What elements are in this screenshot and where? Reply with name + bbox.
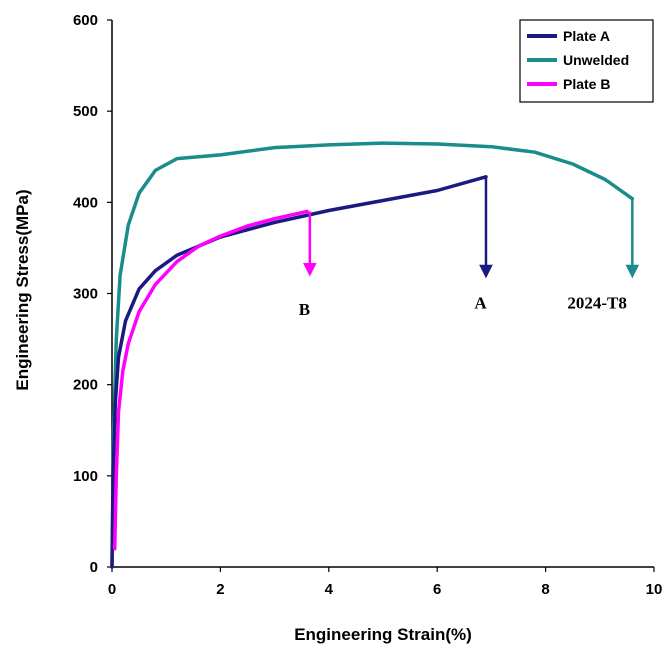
x-tick-label: 2 [216, 581, 224, 598]
series-line-plate-a [110, 175, 488, 569]
annotations: B A 2024-T8 [299, 294, 627, 319]
x-tick-label: 0 [108, 581, 116, 598]
y-tick-label: 300 [73, 286, 98, 303]
y-tick-label: 0 [90, 559, 98, 576]
x-axis-title: Engineering Strain(%) [294, 625, 472, 644]
fracture-arrow-plate-a [479, 176, 493, 279]
y-tick-label: 500 [73, 103, 98, 120]
annotation-label: 2024-T8 [567, 294, 627, 313]
x-tick-label: 4 [325, 581, 334, 598]
legend-label: Unwelded [563, 52, 629, 68]
fracture-arrows [303, 176, 640, 279]
legend-label: Plate B [563, 76, 610, 92]
y-tick-label: 600 [73, 12, 98, 29]
annotation-label: A [474, 294, 487, 313]
y-tick-label: 100 [73, 468, 98, 485]
series-lines [110, 141, 635, 569]
annotation-label: B [299, 300, 310, 319]
series-line-unwelded [110, 141, 635, 569]
series-line-plate-b [112, 209, 309, 551]
y-tick-label: 400 [73, 194, 98, 211]
x-tick-label: 10 [646, 581, 663, 598]
y-axis-title: Engineering Stress(MPa) [13, 189, 32, 390]
legend: Plate A Unwelded Plate B [519, 19, 654, 103]
y-tick-label: 200 [73, 377, 98, 394]
x-tick-label: 8 [541, 581, 549, 598]
fracture-arrow-unwelded [625, 198, 640, 279]
legend-label: Plate A [563, 28, 610, 44]
fracture-arrow-plate-b [303, 211, 317, 277]
tick-labels: 0 100 200 300 400 500 600 0 2 4 6 8 10 [73, 12, 662, 598]
x-tick-label: 6 [433, 581, 441, 598]
